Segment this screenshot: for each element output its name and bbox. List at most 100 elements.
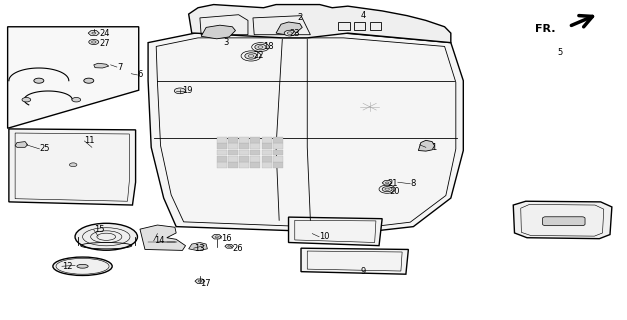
Bar xyxy=(250,156,260,162)
Text: 22: 22 xyxy=(253,52,264,60)
Text: 14: 14 xyxy=(154,236,164,245)
Polygon shape xyxy=(225,244,234,248)
Text: 17: 17 xyxy=(200,279,211,288)
Text: 12: 12 xyxy=(62,262,73,271)
Bar xyxy=(217,162,227,168)
Text: 18: 18 xyxy=(263,42,274,51)
Text: 10: 10 xyxy=(319,232,330,241)
Text: 23: 23 xyxy=(289,28,300,38)
Circle shape xyxy=(34,78,44,83)
Ellipse shape xyxy=(75,223,137,250)
Bar xyxy=(217,143,227,149)
Circle shape xyxy=(174,88,186,94)
Circle shape xyxy=(255,44,266,50)
Text: 4: 4 xyxy=(361,11,366,20)
Circle shape xyxy=(92,32,96,34)
Bar xyxy=(240,143,249,149)
Polygon shape xyxy=(189,243,208,251)
Bar xyxy=(339,22,350,30)
Bar xyxy=(273,149,283,155)
Polygon shape xyxy=(189,4,451,43)
Bar xyxy=(273,143,283,149)
Polygon shape xyxy=(382,181,392,185)
Bar xyxy=(240,156,249,162)
Polygon shape xyxy=(148,33,463,233)
Bar xyxy=(217,156,227,162)
Bar xyxy=(228,149,238,155)
Text: 26: 26 xyxy=(233,244,243,253)
Bar xyxy=(273,137,283,142)
Polygon shape xyxy=(276,22,302,35)
Bar xyxy=(240,137,249,142)
Polygon shape xyxy=(140,225,186,251)
Bar xyxy=(240,162,249,168)
Bar xyxy=(217,149,227,155)
Bar xyxy=(250,137,260,142)
Text: 11: 11 xyxy=(85,136,95,146)
Polygon shape xyxy=(15,142,28,147)
Bar xyxy=(228,137,238,142)
Bar xyxy=(273,162,283,168)
Text: 24: 24 xyxy=(100,29,110,38)
Bar xyxy=(261,162,271,168)
Bar xyxy=(273,156,283,162)
Circle shape xyxy=(22,98,31,102)
Text: 16: 16 xyxy=(221,234,232,243)
Polygon shape xyxy=(212,235,222,239)
Bar xyxy=(240,149,249,155)
Polygon shape xyxy=(9,129,135,205)
Circle shape xyxy=(245,53,257,59)
Bar xyxy=(261,143,271,149)
Text: 2: 2 xyxy=(297,13,302,22)
Polygon shape xyxy=(94,63,108,68)
Bar xyxy=(261,149,271,155)
Circle shape xyxy=(258,46,263,48)
Ellipse shape xyxy=(53,257,112,276)
Polygon shape xyxy=(195,279,205,284)
Text: 8: 8 xyxy=(410,179,416,188)
Text: 5: 5 xyxy=(557,48,562,57)
Polygon shape xyxy=(8,27,139,128)
Circle shape xyxy=(84,78,94,83)
Text: 1: 1 xyxy=(431,143,436,152)
Polygon shape xyxy=(301,248,408,274)
Bar xyxy=(250,149,260,155)
Circle shape xyxy=(92,41,96,43)
Text: 21: 21 xyxy=(387,179,398,188)
Circle shape xyxy=(382,187,392,192)
Text: 6: 6 xyxy=(137,70,143,79)
FancyBboxPatch shape xyxy=(542,217,585,226)
Bar xyxy=(217,137,227,142)
Polygon shape xyxy=(201,25,236,39)
Bar xyxy=(228,162,238,168)
Polygon shape xyxy=(88,31,100,36)
Text: 9: 9 xyxy=(361,267,366,276)
Bar xyxy=(261,137,271,142)
Circle shape xyxy=(228,245,231,247)
Text: 15: 15 xyxy=(94,225,104,234)
Circle shape xyxy=(70,163,77,167)
Circle shape xyxy=(215,236,218,238)
Circle shape xyxy=(89,39,99,44)
Circle shape xyxy=(198,280,202,282)
Polygon shape xyxy=(418,140,435,151)
Circle shape xyxy=(287,32,292,34)
Text: 7: 7 xyxy=(117,62,122,72)
Text: 3: 3 xyxy=(223,38,228,47)
Polygon shape xyxy=(288,217,382,246)
Circle shape xyxy=(386,182,389,184)
Circle shape xyxy=(284,30,295,36)
Bar xyxy=(370,22,381,30)
Text: 13: 13 xyxy=(194,244,204,253)
Ellipse shape xyxy=(77,264,88,268)
Bar xyxy=(261,156,271,162)
Circle shape xyxy=(72,98,81,102)
Text: 19: 19 xyxy=(182,86,192,95)
Bar xyxy=(250,143,260,149)
Polygon shape xyxy=(514,201,612,239)
Circle shape xyxy=(248,54,254,57)
Text: 20: 20 xyxy=(389,187,400,196)
Bar xyxy=(354,22,366,30)
Bar xyxy=(228,156,238,162)
Text: FR.: FR. xyxy=(535,24,556,34)
